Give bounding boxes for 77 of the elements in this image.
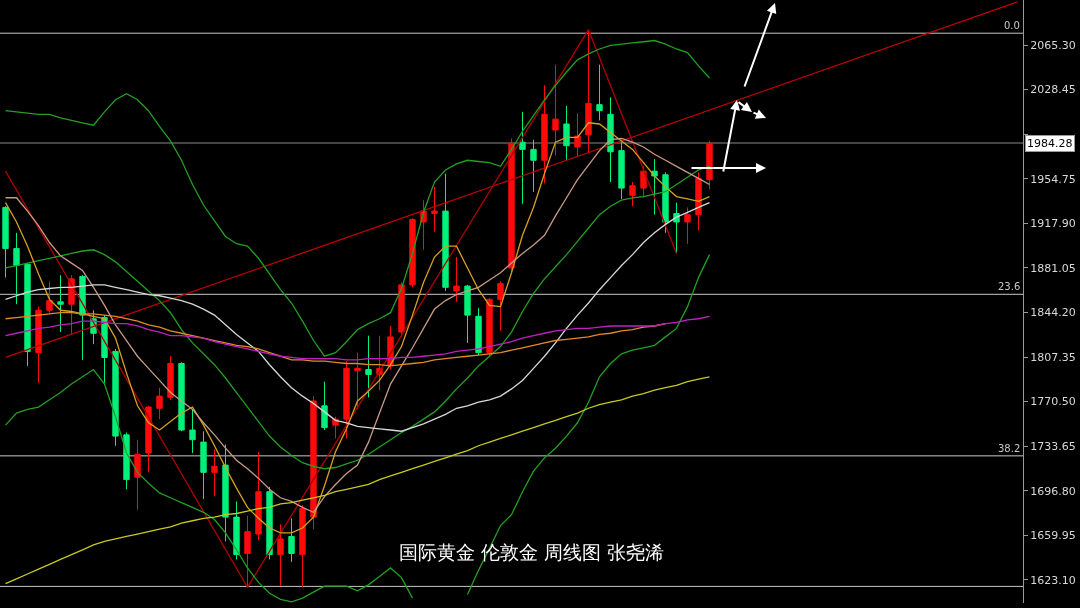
candlestick xyxy=(519,111,526,205)
y-tick-label: 2065.30 xyxy=(1030,38,1076,52)
candlestick xyxy=(299,504,306,588)
candlestick xyxy=(233,500,240,560)
candlestick xyxy=(530,139,537,193)
candlestick xyxy=(112,348,119,447)
candlestick xyxy=(673,202,680,254)
candlestick xyxy=(189,408,196,454)
candlestick xyxy=(629,181,636,207)
candlestick xyxy=(57,274,64,333)
candlestick xyxy=(640,165,647,199)
candlestick xyxy=(684,206,691,245)
candlestick xyxy=(156,387,163,420)
y-tick-label: 1659.95 xyxy=(1030,529,1076,543)
candlestick xyxy=(695,171,702,231)
ref-line-label: 38.2 xyxy=(998,443,1021,454)
y-tick-label: 1917.90 xyxy=(1030,217,1076,231)
candlestick xyxy=(167,355,174,401)
candlestick xyxy=(255,451,262,541)
candlestick xyxy=(508,138,515,273)
candlestick xyxy=(651,158,658,216)
candlestick xyxy=(123,431,130,490)
candlestick xyxy=(475,307,482,356)
candlestick xyxy=(442,173,449,292)
y-tick-label: 1844.20 xyxy=(1030,306,1076,320)
candlestick xyxy=(618,141,625,200)
candlestick xyxy=(24,262,31,367)
candlestick xyxy=(552,64,559,156)
ref-line-label: 0.0 xyxy=(1004,20,1020,31)
line-series xyxy=(4,315,711,361)
candlestick xyxy=(706,140,713,190)
annotation: 国际黄金 伦敦金 周线图 张尧浠 xyxy=(399,541,665,563)
candlestick xyxy=(596,64,603,121)
candlestick xyxy=(497,280,504,332)
line-series xyxy=(4,201,711,432)
y-tick-label: 2028.45 xyxy=(1030,83,1076,97)
candlestick xyxy=(574,112,581,158)
candlestick xyxy=(321,381,328,431)
candlestick xyxy=(35,306,42,384)
candlestick xyxy=(431,186,438,233)
y-tick-label: 1807.35 xyxy=(1030,350,1076,364)
line-series xyxy=(4,165,711,470)
candlestick xyxy=(200,430,207,500)
candlestick xyxy=(134,439,141,511)
candlestick xyxy=(343,360,350,439)
line-series xyxy=(4,39,711,357)
candlestick xyxy=(585,29,592,153)
candlestick xyxy=(145,405,152,473)
candlestick xyxy=(453,256,460,303)
candlestick xyxy=(464,284,471,344)
candlestick xyxy=(211,448,218,498)
candlestick xyxy=(244,515,251,588)
y-tick-label: 1623.10 xyxy=(1030,573,1076,587)
candlestick xyxy=(409,217,416,288)
candlestick xyxy=(46,280,53,314)
candlestick xyxy=(2,205,9,279)
candlestick xyxy=(277,523,284,587)
ref-line-label: 23.6 xyxy=(998,281,1021,292)
y-tick-label: 1733.65 xyxy=(1030,440,1076,454)
ref-line-label: 1984.28 xyxy=(1027,137,1073,150)
candlestick xyxy=(288,517,295,563)
y-tick-label: 1696.80 xyxy=(1030,484,1076,498)
candlestick xyxy=(486,297,493,357)
candlestick xyxy=(662,171,669,234)
candlestick xyxy=(365,335,372,398)
line-series xyxy=(4,28,678,588)
candlestick xyxy=(563,105,570,161)
y-tick-label: 1954.75 xyxy=(1030,172,1076,186)
candlestick xyxy=(266,486,273,560)
candlestick xyxy=(222,444,229,542)
y-tick-label: 1770.50 xyxy=(1030,395,1076,409)
candlestick xyxy=(13,232,20,305)
y-tick-label: 1881.05 xyxy=(1030,261,1076,275)
candlestick xyxy=(178,361,185,432)
candlestick xyxy=(332,416,339,439)
line-series xyxy=(4,376,711,585)
candlestick xyxy=(541,84,548,184)
